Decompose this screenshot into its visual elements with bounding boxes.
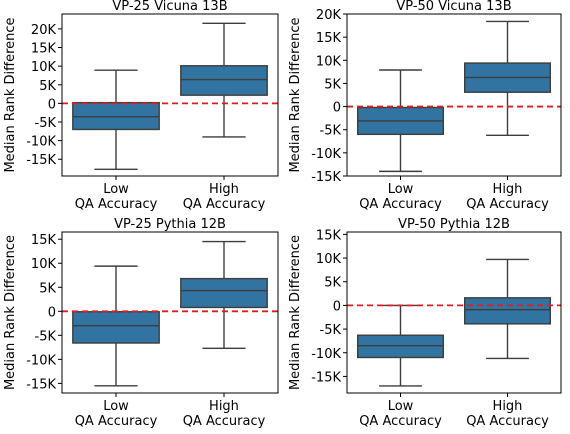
x-tick-label-line: High bbox=[493, 399, 523, 414]
x-tick-label-line: Low bbox=[103, 399, 129, 414]
x-tick-label: Low QA Accuracy bbox=[75, 399, 158, 429]
plot-frame bbox=[61, 231, 279, 394]
y-tick-label: 15K bbox=[31, 42, 57, 57]
subplot-title: VP-25 Vicuna 13B bbox=[112, 0, 227, 14]
y-tick-label: 15K bbox=[316, 228, 342, 243]
y-tick-label: 5K bbox=[324, 77, 341, 92]
y-tick-label: 0 bbox=[48, 305, 56, 320]
x-tick-label-line: QA Accuracy bbox=[359, 197, 442, 212]
y-tick-label: 20K bbox=[316, 8, 342, 23]
y-tick-label: -15K bbox=[26, 377, 56, 392]
y-tick-label: -10K bbox=[311, 347, 341, 362]
y-tick-label: -10K bbox=[26, 135, 56, 150]
plot-frame bbox=[346, 231, 562, 394]
x-tick-label-line: QA Accuracy bbox=[466, 414, 549, 429]
y-tick-label: -15K bbox=[311, 170, 341, 185]
y-tick-label: -15K bbox=[26, 153, 56, 168]
x-tick-label-line: QA Accuracy bbox=[359, 414, 442, 429]
x-tick-label-line: QA Accuracy bbox=[466, 197, 549, 212]
y-tick-label: 5K bbox=[39, 281, 56, 296]
box-iqr bbox=[72, 101, 160, 131]
subplot-1: VP-25 Vicuna 13B Median Rank Difference -1… bbox=[3, 0, 279, 212]
subplot-4: VP-50 Pythia 12B Median Rank Difference -1… bbox=[288, 217, 562, 429]
y-tick-label: 5K bbox=[324, 276, 341, 291]
y-tick-label: 0 bbox=[48, 97, 56, 112]
x-tick-label-line: Low bbox=[103, 182, 129, 197]
x-tick-label-line: QA Accuracy bbox=[75, 414, 158, 429]
y-tick-label: 20K bbox=[31, 23, 57, 38]
y-tick-label: 0 bbox=[333, 101, 341, 116]
y-tick-label: 15K bbox=[31, 233, 57, 248]
subplot-title: VP-25 Pythia 12B bbox=[114, 217, 226, 232]
x-tick-label-line: High bbox=[209, 182, 239, 197]
y-axis-label: Median Rank Difference bbox=[3, 17, 18, 172]
y-tick-label: -5K bbox=[35, 329, 57, 344]
x-tick-label: High QA Accuracy bbox=[466, 399, 549, 429]
y-tick-label: -5K bbox=[320, 124, 342, 139]
y-tick-label: -10K bbox=[311, 147, 341, 162]
x-tick-label-line: High bbox=[209, 399, 239, 414]
x-tick-label: Low QA Accuracy bbox=[75, 182, 158, 212]
box-iqr bbox=[72, 311, 160, 344]
x-tick-label: Low QA Accuracy bbox=[359, 182, 442, 212]
y-tick-label: 10K bbox=[31, 60, 57, 75]
y-tick-label: 5K bbox=[39, 79, 56, 94]
y-axis-label: Median Rank Difference bbox=[3, 235, 18, 390]
x-tick-label-line: High bbox=[493, 182, 523, 197]
x-tick-label: High QA Accuracy bbox=[183, 399, 266, 429]
subplot-title: VP-50 Vicuna 13B bbox=[396, 0, 511, 14]
y-tick-label: 10K bbox=[31, 257, 57, 272]
plot-frame bbox=[346, 13, 562, 177]
x-tick-label: Low QA Accuracy bbox=[359, 399, 442, 429]
y-tick-label: -10K bbox=[26, 353, 56, 368]
x-tick-label-line: Low bbox=[388, 399, 414, 414]
box-iqr bbox=[180, 277, 268, 309]
x-tick-label-line: Low bbox=[388, 182, 414, 197]
box-iqr bbox=[180, 65, 268, 96]
plot-frame bbox=[61, 13, 279, 177]
box-iqr bbox=[357, 334, 445, 359]
y-tick-label: 15K bbox=[316, 31, 342, 46]
y-tick-label: 10K bbox=[316, 252, 342, 267]
y-axis-label: Median Rank Difference bbox=[288, 235, 303, 390]
y-tick-label: -15K bbox=[311, 370, 341, 385]
x-tick-label-line: QA Accuracy bbox=[75, 197, 158, 212]
y-tick-label: 0 bbox=[333, 299, 341, 314]
x-tick-label: High QA Accuracy bbox=[466, 182, 549, 212]
y-tick-label: -5K bbox=[35, 116, 57, 131]
y-tick-label: -5K bbox=[320, 323, 342, 338]
box-iqr bbox=[464, 297, 552, 325]
y-axis-label: Median Rank Difference bbox=[288, 17, 303, 172]
x-tick-label: High QA Accuracy bbox=[183, 182, 266, 212]
x-tick-label-line: QA Accuracy bbox=[183, 197, 266, 212]
x-tick-label-line: QA Accuracy bbox=[183, 414, 266, 429]
y-tick-label: 10K bbox=[316, 54, 342, 69]
subplot-title: VP-50 Pythia 12B bbox=[398, 217, 510, 232]
subplot-2: VP-50 Vicuna 13B Median Rank Difference -1… bbox=[288, 0, 562, 212]
subplot-3: VP-25 Pythia 12B Median Rank Difference -1… bbox=[3, 217, 279, 429]
